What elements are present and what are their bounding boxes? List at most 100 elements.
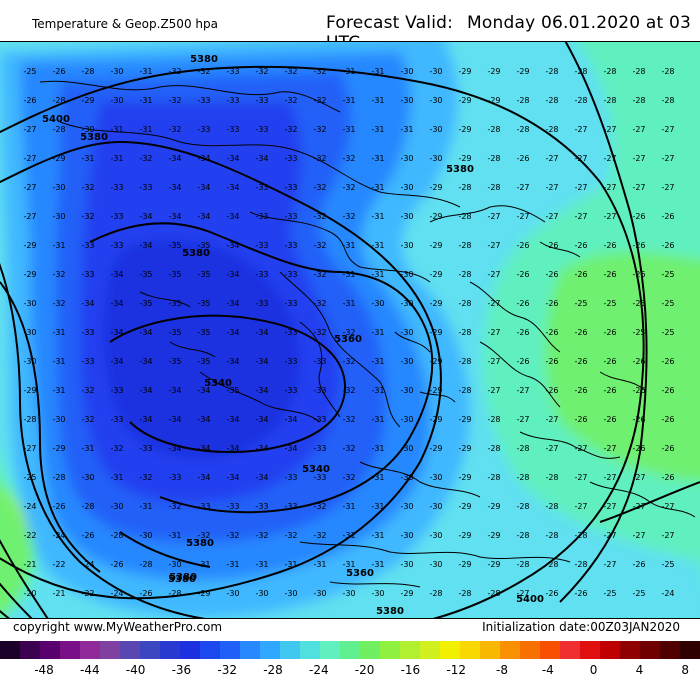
- temperature-value: -24: [23, 502, 36, 511]
- temperature-value: -27: [632, 531, 645, 540]
- temperature-value: -33: [284, 386, 297, 395]
- temperature-value: -27: [487, 386, 500, 395]
- temperature-value: -25: [632, 589, 645, 598]
- temperature-value: -30: [400, 357, 413, 366]
- temperature-value: -27: [603, 154, 616, 163]
- temperature-value: -31: [371, 560, 384, 569]
- temperature-value: -32: [168, 125, 181, 134]
- temperature-value: -34: [168, 212, 181, 221]
- legend-swatch: [480, 641, 501, 659]
- temperature-value: -31: [342, 299, 355, 308]
- temperature-value: -31: [371, 154, 384, 163]
- temperature-value: -32: [284, 125, 297, 134]
- temperature-value: -34: [226, 212, 239, 221]
- temperature-value: -34: [226, 241, 239, 250]
- temperature-value: -32: [313, 328, 326, 337]
- temperature-value: -34: [110, 328, 123, 337]
- temperature-value: -28: [23, 415, 36, 424]
- temperature-value: -26: [545, 270, 558, 279]
- temperature-value: -31: [52, 328, 65, 337]
- temperature-value: -33: [110, 241, 123, 250]
- temperature-value: -26: [52, 502, 65, 511]
- legend-swatch: [200, 641, 221, 659]
- temperature-value: -31: [52, 357, 65, 366]
- forecast-valid-label: Forecast Valid:: [326, 13, 454, 33]
- temperature-value: -31: [342, 241, 355, 250]
- temperature-value: -26: [603, 241, 616, 250]
- temperature-value: -34: [226, 357, 239, 366]
- temperature-value: -29: [429, 357, 442, 366]
- temperature-value: -25: [23, 473, 36, 482]
- legend-swatch: [40, 641, 61, 659]
- temperature-value: -29: [487, 96, 500, 105]
- temperature-value: -34: [255, 154, 268, 163]
- temperature-value: -33: [255, 502, 268, 511]
- temperature-value: -33: [197, 125, 210, 134]
- contour-label: 5400: [42, 114, 70, 125]
- temperature-value: -25: [23, 67, 36, 76]
- temperature-value: -25: [632, 299, 645, 308]
- temperature-value: -30: [429, 473, 442, 482]
- temperature-value: -29: [458, 444, 471, 453]
- contour-label: 5380: [186, 538, 214, 549]
- temperature-value: -33: [110, 183, 123, 192]
- temperature-value: -30: [400, 241, 413, 250]
- temperature-value: -28: [516, 502, 529, 511]
- temperature-value: -33: [255, 96, 268, 105]
- temperature-value: -28: [429, 589, 442, 598]
- legend-swatch: [80, 641, 101, 659]
- temperature-value: -26: [516, 328, 529, 337]
- legend-swatch: [260, 641, 281, 659]
- temperature-value: -27: [574, 154, 587, 163]
- temperature-value: -32: [255, 531, 268, 540]
- temperature-value: -25: [603, 299, 616, 308]
- temperature-value: -26: [110, 560, 123, 569]
- temperature-value: -28: [574, 560, 587, 569]
- temperature-value: -33: [226, 502, 239, 511]
- temperature-value: -26: [81, 531, 94, 540]
- temperature-value: -26: [516, 270, 529, 279]
- temperature-value: -28: [603, 67, 616, 76]
- legend-swatch: [20, 641, 41, 659]
- legend-tick-label: 0: [589, 663, 598, 677]
- temperature-value: -30: [342, 589, 355, 598]
- legend-swatch: [100, 641, 121, 659]
- temperature-value: -30: [429, 502, 442, 511]
- temperature-value: -33: [313, 444, 326, 453]
- temperature-value: -30: [23, 299, 36, 308]
- legend-swatch: [580, 641, 601, 659]
- temperature-value: -27: [661, 183, 674, 192]
- temperature-value: -33: [110, 212, 123, 221]
- temperature-value: -33: [226, 96, 239, 105]
- temperature-value: -31: [371, 502, 384, 511]
- legend-swatch: [320, 641, 341, 659]
- temperature-value: -28: [632, 67, 645, 76]
- temperature-value: -30: [400, 270, 413, 279]
- temperature-value: -27: [23, 183, 36, 192]
- temperature-value: -29: [487, 531, 500, 540]
- temperature-value: -28: [458, 212, 471, 221]
- contour-label: 5360: [334, 334, 362, 345]
- temperature-value: -28: [545, 96, 558, 105]
- temperature-value: -26: [661, 386, 674, 395]
- temperature-value: -32: [110, 444, 123, 453]
- temperature-value: -35: [197, 299, 210, 308]
- temperature-value: -35: [197, 357, 210, 366]
- temperature-value: -27: [487, 270, 500, 279]
- temperature-value: -31: [168, 531, 181, 540]
- legend-swatch: [500, 641, 521, 659]
- legend-swatch: [620, 641, 641, 659]
- temperature-value: -31: [52, 386, 65, 395]
- temperature-value: -35: [168, 270, 181, 279]
- temperature-value: -26: [603, 415, 616, 424]
- temperature-value: -30: [429, 560, 442, 569]
- temperature-value: -35: [139, 299, 152, 308]
- temperature-value: -29: [429, 299, 442, 308]
- temperature-value: -31: [342, 502, 355, 511]
- legend-tick-label: -8: [496, 663, 508, 677]
- temperature-value: -35: [197, 241, 210, 250]
- legend-tick-label: -48: [34, 663, 54, 677]
- temperature-value: -33: [255, 212, 268, 221]
- contour-label: 5400: [516, 594, 544, 605]
- temperature-value: -32: [313, 531, 326, 540]
